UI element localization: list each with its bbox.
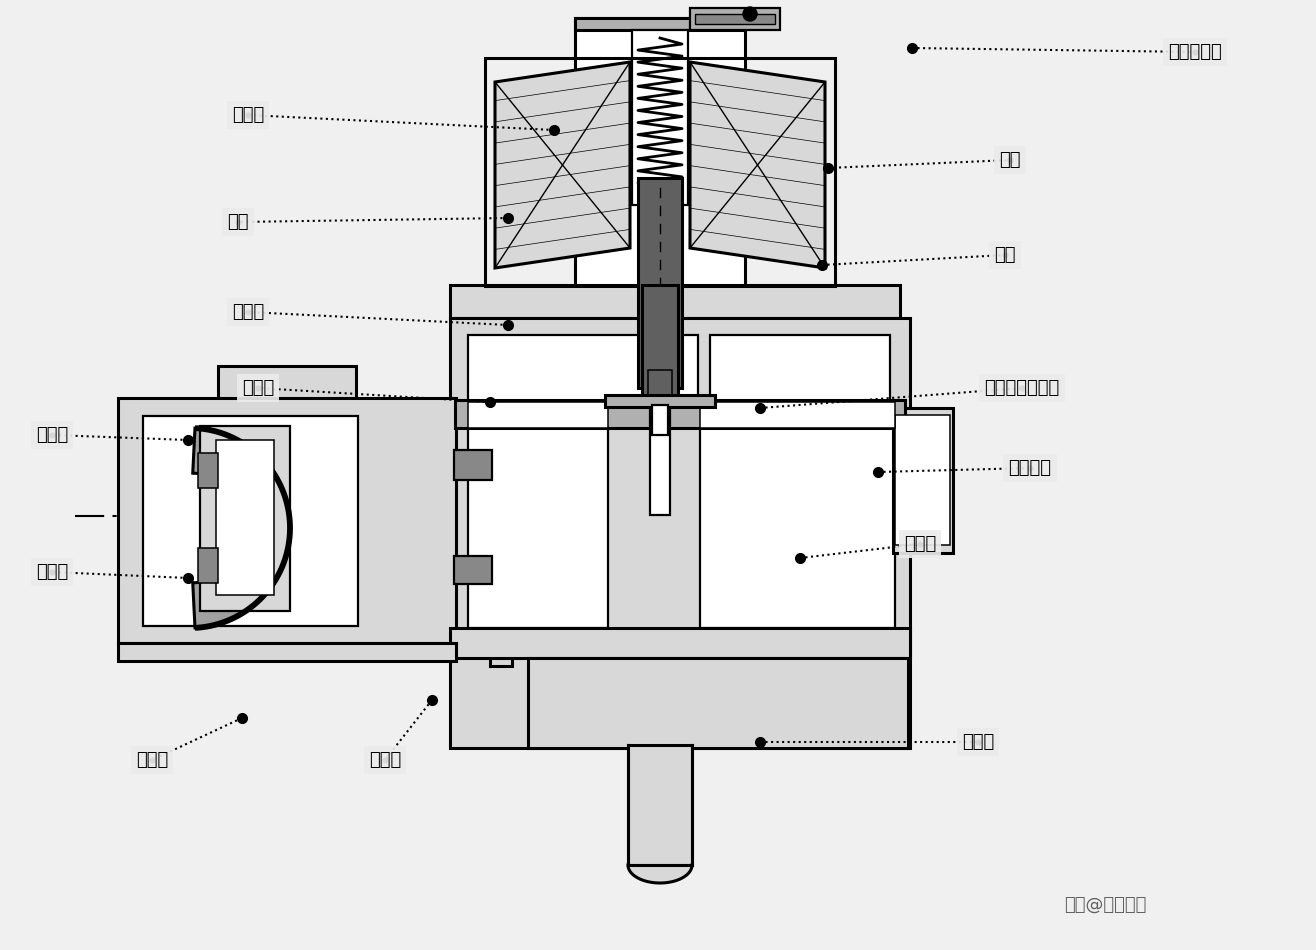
Bar bbox=[894, 408, 953, 553]
Text: 进水阀: 进水阀 bbox=[136, 751, 168, 769]
Text: 进水腔: 进水腔 bbox=[368, 751, 401, 769]
Bar bbox=[700, 402, 895, 428]
Polygon shape bbox=[495, 62, 630, 268]
Text: 线圈: 线圈 bbox=[228, 213, 249, 231]
Bar bbox=[638, 178, 682, 388]
Bar bbox=[218, 366, 357, 400]
Bar bbox=[650, 395, 670, 515]
Bar bbox=[468, 428, 608, 628]
Polygon shape bbox=[192, 473, 245, 583]
Bar bbox=[700, 428, 895, 628]
Bar bbox=[695, 14, 775, 24]
Bar bbox=[468, 402, 608, 428]
Bar bbox=[490, 446, 512, 666]
Bar bbox=[200, 426, 290, 611]
Text: 线圈供电端: 线圈供电端 bbox=[1169, 43, 1221, 61]
Bar bbox=[118, 643, 457, 661]
Bar bbox=[197, 548, 218, 583]
Text: 铁心: 铁心 bbox=[995, 246, 1016, 264]
Text: 泄气孔: 泄气孔 bbox=[904, 535, 936, 553]
Text: 出水口: 出水口 bbox=[962, 733, 994, 751]
Text: 进水口: 进水口 bbox=[36, 426, 68, 444]
Bar bbox=[454, 556, 492, 584]
Bar bbox=[197, 453, 218, 488]
Bar bbox=[216, 440, 274, 595]
Text: 橡胶阀和塑料盘: 橡胶阀和塑料盘 bbox=[984, 379, 1059, 397]
Bar bbox=[468, 335, 697, 405]
Bar bbox=[690, 8, 780, 30]
Bar bbox=[628, 745, 692, 865]
Bar bbox=[455, 400, 905, 428]
Bar bbox=[118, 398, 457, 643]
Bar bbox=[450, 285, 900, 318]
Text: 小弹簧: 小弹簧 bbox=[232, 106, 265, 124]
Text: 过滤网: 过滤网 bbox=[36, 563, 68, 581]
Bar bbox=[454, 450, 492, 480]
Text: 滑道: 滑道 bbox=[999, 151, 1021, 169]
Bar bbox=[528, 658, 908, 748]
Text: 加压孔: 加压孔 bbox=[242, 379, 274, 397]
Bar bbox=[605, 395, 715, 407]
Bar bbox=[895, 415, 950, 545]
Text: 塑料阀座: 塑料阀座 bbox=[1008, 459, 1051, 477]
Polygon shape bbox=[690, 62, 825, 268]
Bar bbox=[575, 18, 745, 30]
Bar bbox=[575, 18, 745, 286]
Bar bbox=[450, 628, 909, 658]
Text: 头条@维修人家: 头条@维修人家 bbox=[1063, 896, 1146, 914]
Bar bbox=[143, 416, 358, 626]
Text: 控制腔: 控制腔 bbox=[232, 303, 265, 321]
Bar bbox=[711, 335, 890, 405]
Bar bbox=[642, 285, 678, 405]
Bar bbox=[647, 370, 672, 398]
Bar bbox=[632, 30, 688, 205]
Bar bbox=[450, 318, 909, 748]
Polygon shape bbox=[192, 428, 290, 628]
Bar bbox=[651, 405, 669, 435]
Circle shape bbox=[744, 7, 757, 21]
Bar bbox=[486, 58, 834, 286]
